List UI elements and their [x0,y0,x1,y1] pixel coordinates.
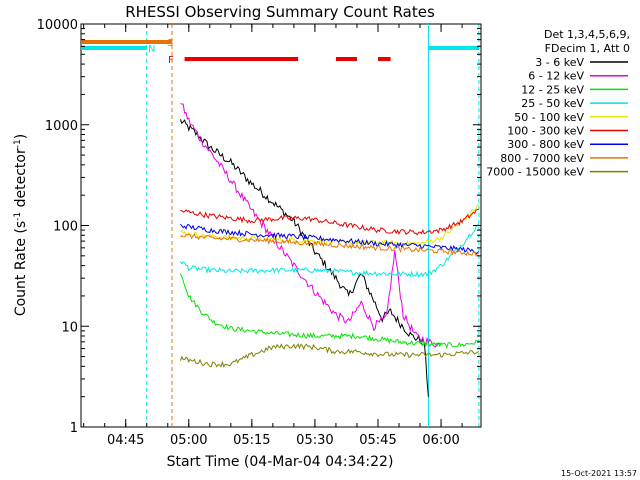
plot-frame [80,23,482,428]
x-axis-ticks: 04:45 05:00 05:15 05:30 05:45 06:00 [83,24,463,448]
series-line [180,204,479,248]
x-tick-label: 05:45 [359,433,396,448]
legend-label: 25 - 50 keV [521,97,584,110]
series-line [180,223,480,255]
legend-label: 800 - 7000 keV [500,152,584,165]
legend-label: 3 - 6 keV [535,56,584,69]
y-tick-label: 100 [53,220,78,235]
timestamp: 15-Oct-2021 13:57 [561,469,637,478]
time-markers [146,24,480,427]
legend-label: 12 - 25 keV [521,83,584,96]
legend-header-2: FDecim 1, Att 0 [545,42,630,55]
x-tick-label: 05:15 [233,433,270,448]
legend: Det 1,3,4,5,6,9, FDecim 1, Att 0 3 - 6 k… [486,28,630,179]
x-tick-label: 05:30 [296,433,333,448]
y-tick-label: 1 [70,421,78,436]
series-line [179,223,480,278]
y-tick-label: 10 [61,320,78,335]
flag-label-s: S [167,38,173,49]
series-line [180,208,480,236]
series-line [179,342,480,368]
series-line [179,273,480,350]
x-tick-label: 05:00 [170,433,207,448]
legend-label: 7000 - 15000 keV [486,166,584,179]
x-axis-label: Start Time (04-Mar-04 04:34:22) [167,454,394,470]
y-axis-label: Count Rate (s-1 detector-1) [13,134,29,316]
series-line [180,103,442,348]
x-tick-label: 06:00 [422,433,459,448]
flag-label-f: F [168,55,174,66]
y-tick-label: 1000 [45,119,78,134]
y-tick-label: 10000 [37,18,78,33]
series-lines [179,103,480,397]
legend-label: 100 - 300 keV [507,125,584,138]
status-flags: S N F [81,38,479,66]
legend-label: 300 - 800 keV [507,138,584,151]
legend-header-1: Det 1,3,4,5,6,9, [544,28,630,41]
flag-label-n: N [148,44,155,55]
chart-title: RHESSI Observing Summary Count Rates [125,3,435,21]
legend-label: 6 - 12 keV [528,70,584,83]
y-axis-ticks: 1 10 100 1000 10000 [37,18,481,436]
x-tick-label: 04:45 [107,433,144,448]
series-line [180,233,480,258]
legend-label: 50 - 100 keV [514,111,584,124]
